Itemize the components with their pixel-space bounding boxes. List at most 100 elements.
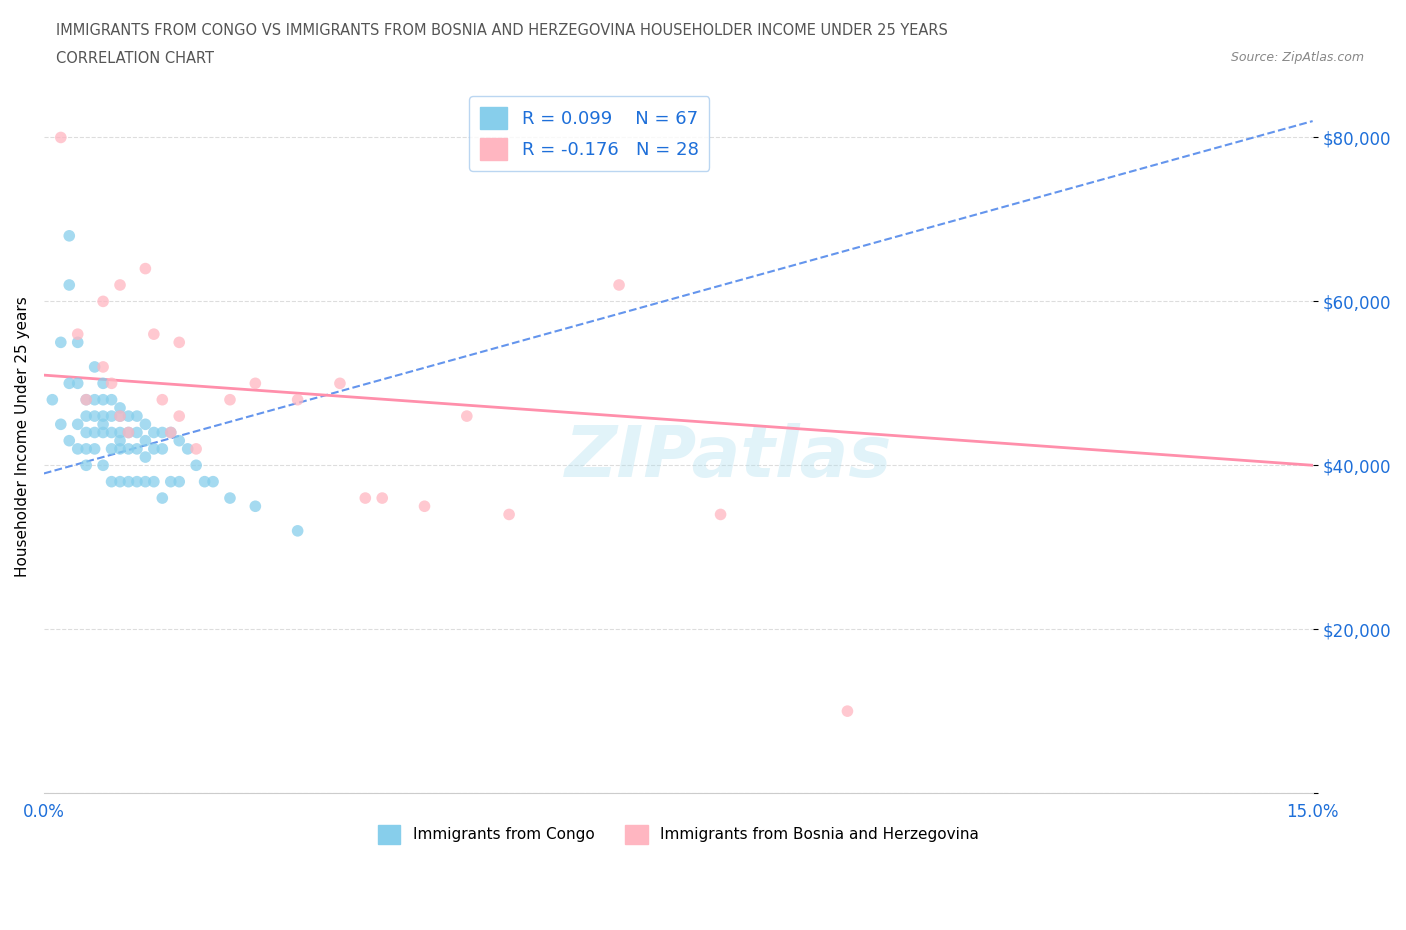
Point [100, 376, 122, 391]
Point [117, 425, 139, 440]
Point [245, 376, 267, 391]
Point [75, 442, 97, 457]
Point [75, 392, 97, 407]
Point [49, 335, 72, 350]
Point [142, 474, 165, 489]
Point [709, 507, 731, 522]
Point [142, 425, 165, 440]
Point [83, 442, 105, 457]
Point [83, 425, 105, 440]
Point [287, 392, 309, 407]
Y-axis label: Householder Income Under 25 years: Householder Income Under 25 years [15, 297, 30, 577]
Point [167, 408, 190, 423]
Point [100, 408, 122, 423]
Point [167, 474, 190, 489]
Point [91, 376, 114, 391]
Point [607, 277, 630, 292]
Point [49, 130, 72, 145]
Point [117, 442, 139, 457]
Point [75, 392, 97, 407]
Point [456, 408, 478, 423]
Point [117, 474, 139, 489]
Point [219, 392, 242, 407]
Point [186, 458, 208, 472]
Point [142, 442, 165, 457]
Point [91, 458, 114, 472]
Point [498, 507, 520, 522]
Point [100, 474, 122, 489]
Point [245, 498, 267, 513]
Point [58, 277, 80, 292]
Point [66, 417, 89, 432]
Point [150, 425, 173, 440]
Point [354, 491, 377, 506]
Point [150, 442, 173, 457]
Point [66, 326, 89, 341]
Point [150, 392, 173, 407]
Legend: Immigrants from Congo, Immigrants from Bosnia and Herzegovina: Immigrants from Congo, Immigrants from B… [371, 818, 986, 850]
Point [150, 491, 173, 506]
Point [117, 408, 139, 423]
Point [159, 474, 181, 489]
Point [91, 360, 114, 375]
Point [100, 425, 122, 440]
Point [287, 524, 309, 538]
Point [219, 491, 242, 506]
Point [167, 433, 190, 448]
Point [83, 392, 105, 407]
Point [413, 498, 436, 513]
Point [49, 417, 72, 432]
Point [58, 433, 80, 448]
Point [371, 491, 394, 506]
Point [125, 474, 148, 489]
Point [125, 425, 148, 440]
Point [108, 433, 131, 448]
Point [117, 425, 139, 440]
Point [159, 425, 181, 440]
Point [66, 376, 89, 391]
Point [329, 376, 352, 391]
Point [134, 261, 156, 276]
Point [194, 474, 217, 489]
Point [134, 433, 156, 448]
Point [108, 442, 131, 457]
Point [125, 442, 148, 457]
Point [108, 401, 131, 416]
Point [75, 408, 97, 423]
Point [58, 376, 80, 391]
Point [66, 442, 89, 457]
Text: CORRELATION CHART: CORRELATION CHART [56, 51, 214, 66]
Text: Source: ZipAtlas.com: Source: ZipAtlas.com [1230, 51, 1364, 64]
Point [142, 326, 165, 341]
Point [83, 360, 105, 375]
Point [66, 335, 89, 350]
Point [91, 392, 114, 407]
Point [83, 408, 105, 423]
Point [100, 442, 122, 457]
Point [108, 408, 131, 423]
Point [108, 474, 131, 489]
Text: IMMIGRANTS FROM CONGO VS IMMIGRANTS FROM BOSNIA AND HERZEGOVINA HOUSEHOLDER INCO: IMMIGRANTS FROM CONGO VS IMMIGRANTS FROM… [56, 23, 948, 38]
Point [134, 417, 156, 432]
Point [91, 417, 114, 432]
Point [202, 474, 225, 489]
Point [134, 474, 156, 489]
Point [91, 408, 114, 423]
Point [108, 277, 131, 292]
Point [58, 229, 80, 244]
Point [134, 449, 156, 464]
Point [159, 425, 181, 440]
Point [108, 408, 131, 423]
Point [100, 392, 122, 407]
Point [41, 392, 63, 407]
Point [75, 458, 97, 472]
Point [176, 442, 198, 457]
Point [125, 408, 148, 423]
Point [186, 442, 208, 457]
Point [108, 425, 131, 440]
Point [837, 704, 859, 719]
Point [91, 425, 114, 440]
Text: ZIPatlas: ZIPatlas [565, 423, 893, 493]
Point [75, 425, 97, 440]
Point [167, 335, 190, 350]
